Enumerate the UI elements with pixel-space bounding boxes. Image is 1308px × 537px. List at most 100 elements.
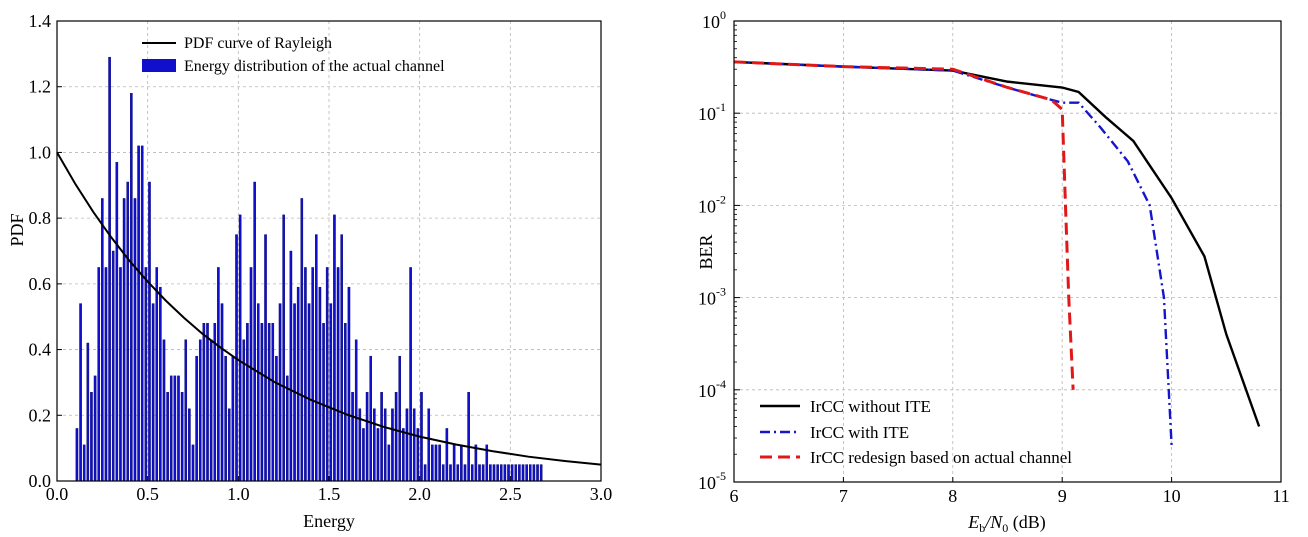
histogram-bar	[209, 339, 213, 482]
histogram-bar	[282, 214, 285, 482]
legend-label-redesign: IrCC redesign based on actual channel	[810, 448, 1072, 467]
left-x-tick-label: 1.0	[227, 484, 250, 504]
left-x-axis-label: Energy	[303, 511, 355, 531]
histogram-bar	[97, 267, 100, 482]
histogram-bar	[206, 323, 209, 482]
histogram-bar	[253, 181, 256, 482]
histogram-bar	[391, 408, 394, 482]
rayleigh-pdf-curve	[56, 151, 602, 466]
histogram-bar	[329, 303, 333, 482]
histogram-bar	[478, 464, 481, 482]
histogram-bar	[383, 408, 387, 482]
histogram-bar	[275, 355, 278, 482]
histogram-bar	[394, 392, 398, 482]
histogram-bar	[267, 323, 271, 482]
histogram-bar	[387, 444, 391, 482]
histogram-bar	[115, 162, 119, 482]
histogram-bar	[231, 355, 235, 482]
histogram-bar	[344, 323, 347, 482]
histogram-bar	[256, 303, 260, 482]
histogram-bar	[427, 408, 431, 482]
left-y-axis-label: PDF	[7, 213, 27, 246]
histogram-bar	[191, 444, 195, 482]
histogram-bar	[354, 339, 358, 482]
histogram-bar	[373, 408, 376, 482]
left-x-tick-label: 3.0	[590, 484, 613, 504]
histogram-bar	[82, 444, 86, 482]
histogram-bar	[452, 444, 456, 482]
right-y-tick-label: 10-4	[698, 377, 726, 401]
histogram-bar	[195, 355, 198, 482]
histogram-bar	[202, 323, 206, 482]
histogram-bar	[525, 464, 528, 482]
histogram-bar	[311, 267, 314, 482]
histogram-bar	[155, 267, 159, 482]
histogram-bar	[315, 234, 318, 482]
histogram-bar	[532, 464, 536, 482]
histogram-bar	[148, 181, 151, 482]
right-grid	[734, 21, 1281, 482]
histogram-bar	[456, 464, 460, 482]
histogram-bar	[188, 408, 191, 482]
histogram-bar	[362, 428, 365, 482]
left-y-tick-label: 1.0	[29, 142, 52, 162]
histogram-bar	[111, 250, 115, 482]
left-grid	[57, 21, 601, 481]
left-x-tick-label: 2.5	[499, 484, 522, 504]
histogram-bar	[365, 392, 369, 482]
histogram-bar	[75, 428, 79, 482]
histogram-bar	[380, 392, 383, 482]
histogram-bar	[144, 267, 148, 482]
histogram-bar	[122, 198, 126, 482]
histogram-bar	[351, 392, 354, 482]
histogram-bar	[489, 464, 492, 482]
right-y-axis-label: BER	[696, 234, 716, 269]
left-legend: PDF curve of Rayleigh Energy distributio…	[142, 35, 445, 75]
right-x-tick-label: 11	[1272, 486, 1289, 506]
left-axis-ticks: 0.0 0.5 1.0 1.5 2.0 2.5 3.0 0.0 0.2 0.4 0.6 0.8 1.0 1…	[29, 11, 613, 504]
histogram-bar	[518, 464, 521, 482]
histogram-bar	[260, 323, 264, 482]
right-axis-ticks: 6 7 8 9 10 11 10-5 10-4 10-3 10-2 10-1 100	[698, 8, 1290, 506]
right-y-tick-label: 10-2	[698, 192, 726, 216]
histogram-bar	[184, 339, 188, 482]
histogram-bar	[507, 464, 510, 482]
histogram-bar	[503, 464, 507, 482]
ber-curves	[733, 60, 1261, 446]
ber-series-line	[733, 60, 1075, 390]
left-y-tick-label: 0.0	[29, 471, 52, 491]
right-y-tick-label: 100	[702, 8, 726, 32]
histogram-bar	[536, 464, 539, 482]
histogram-bar	[224, 355, 227, 482]
histogram-bar	[300, 198, 304, 482]
histogram-bar	[242, 339, 246, 482]
right-y-tick-label: 10-5	[698, 469, 726, 493]
histogram-bar	[246, 323, 249, 482]
histogram-bar	[278, 303, 282, 482]
histogram-bar	[539, 464, 543, 482]
energy-histogram-bars	[75, 56, 543, 482]
right-legend: IrCC without ITE IrCC with ITE IrCC rede…	[760, 397, 1072, 467]
histogram-bar	[217, 267, 220, 482]
histogram-bar	[445, 428, 449, 482]
left-x-tick-label: 0.0	[46, 484, 69, 504]
histogram-bar	[159, 286, 162, 482]
histogram-bar	[463, 464, 467, 482]
histogram-bar	[481, 464, 485, 482]
histogram-bar	[169, 375, 173, 482]
histogram-bar	[405, 408, 409, 482]
ber-series-line	[733, 60, 1261, 427]
histogram-bar	[460, 444, 463, 482]
histogram-bar	[376, 428, 380, 482]
energy-pdf-chart: 0.0 0.5 1.0 1.5 2.0 2.5 3.0 0.0 0.2 0.4 0.6 0.8 1.0 1…	[7, 11, 612, 531]
histogram-bar	[340, 234, 343, 482]
right-x-tick-label: 6	[730, 486, 739, 506]
histogram-bar	[238, 214, 242, 482]
histogram-bar	[322, 323, 325, 482]
histogram-bar	[336, 267, 340, 482]
histogram-bar	[333, 214, 336, 482]
left-y-tick-label: 0.2	[29, 405, 52, 425]
histogram-bar	[325, 267, 329, 482]
ber-chart: 6 7 8 9 10 11 10-5 10-4 10-3 10-2 10-1 100 IrCC wit…	[696, 8, 1290, 535]
